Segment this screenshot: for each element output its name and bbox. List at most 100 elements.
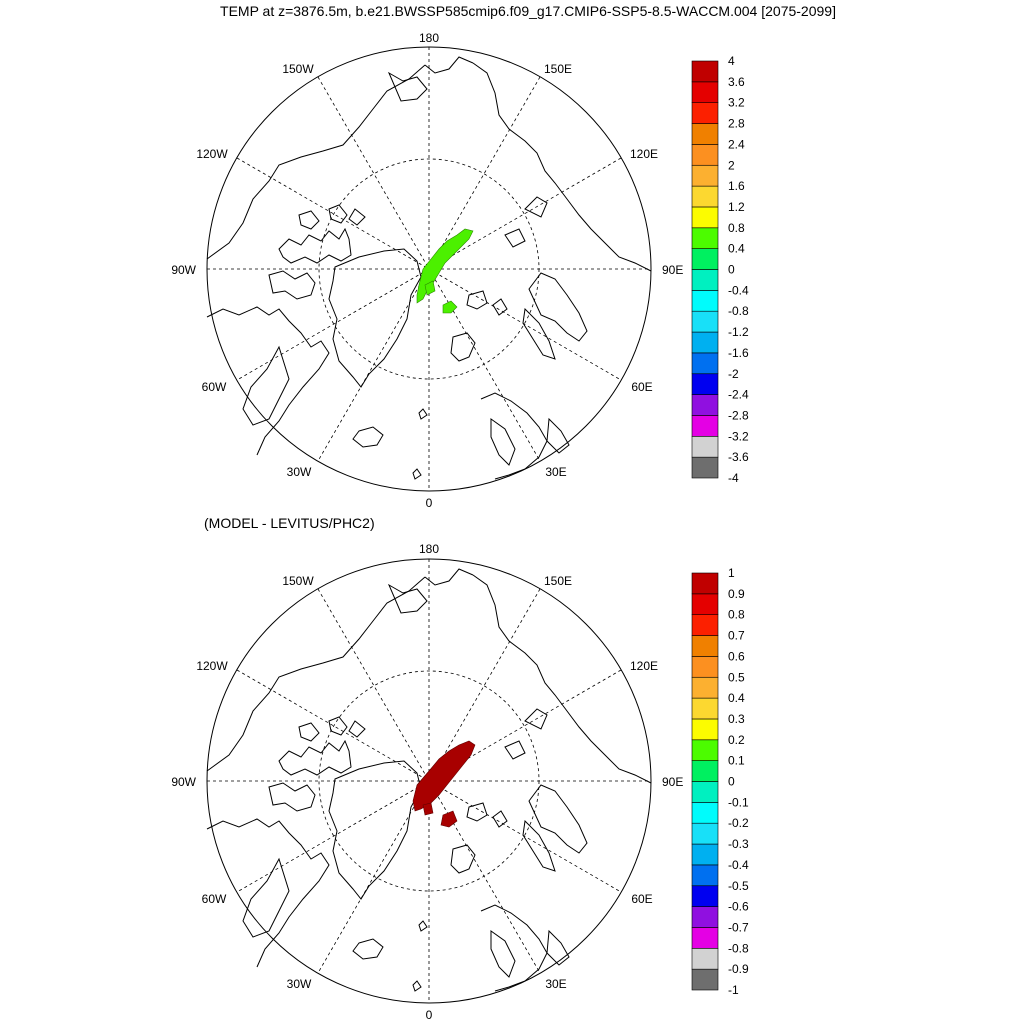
colorbar-top-swatch [691,206,719,229]
lon-label-60e-b: 60E [631,892,652,906]
colorbar-bottom-tick-label: 0.7 [728,629,745,643]
colorbar-bottom-tick-label: -0.8 [728,941,749,955]
colorbar-bottom-swatch [691,781,719,803]
colorbar-top-tick-label: 2.8 [728,117,745,131]
colorbar-bottom-tick-label: 0.1 [728,754,745,768]
colorbar-top-swatch [691,394,719,416]
colorbar-top-tick-label: 3.6 [728,75,745,89]
colorbar-bottom-tick-label: -0.9 [728,962,749,976]
colorbar-top-tick-label: -2.8 [728,408,749,422]
colorbar-top-tick-label: -1.6 [728,346,749,360]
colorbar-bottom-swatch [691,614,719,636]
colorbar-top-swatch [691,185,719,208]
lon-label-120e: 120E [630,147,658,161]
colorbar-bottom-tick-label: 0.8 [728,608,745,622]
colorbar-top-tick-label: 0 [728,263,735,277]
colorbar-top-swatch [691,290,719,312]
colorbar-top-swatch [691,144,719,166]
colorbar-top-tick-label: -0.8 [728,304,749,318]
colorbar-bottom-tick-label: -0.2 [728,816,749,830]
colorbar-bottom-swatch [691,572,719,595]
colorbar-bottom-swatch [691,822,719,845]
anomaly-region-top [416,228,474,304]
colorbar-bottom-tick-label: -0.3 [728,837,749,851]
colorbar-bottom-tick-label: -0.4 [728,858,749,872]
colorbar-top-swatch [691,456,719,479]
colorbar-top-tick-label: -3.6 [728,450,749,464]
colorbar-bottom-tick-label: 1 [728,566,735,580]
lon-label-120e-b: 120E [630,659,658,673]
anomaly-region-top-2 [442,300,458,314]
colorbar-top-swatch [691,81,719,103]
colorbar-bottom-swatch [691,947,719,970]
colorbar-top-tick-label: 1.2 [728,200,745,214]
colorbar-top-tick-label: -1.2 [728,325,749,339]
lon-label-30e-b: 30E [545,977,566,991]
anomaly-region-bottom-3 [422,802,434,816]
colorbar-bottom-tick-label: 0.4 [728,691,745,705]
colorbar-top-tick-label: -2.4 [728,388,749,402]
colorbar-bottom-swatch [691,656,719,678]
colorbar-top-swatch [691,331,719,354]
lon-label-60e: 60E [631,380,652,394]
colorbar-top-swatch [691,373,719,395]
colorbar-top-swatch [691,60,719,83]
colorbar-top-tick-label: 4 [728,54,735,68]
colorbar-top-swatch [691,435,719,458]
figure-title: TEMP at z=3876.5m, b.e21.BWSSP585cmip6.f… [220,3,836,19]
colorbar-bottom-swatch [691,927,719,949]
colorbar-bottom-swatch [691,864,719,887]
colorbar-bottom-swatch [691,968,719,991]
lon-label-0: 0 [426,496,433,510]
colorbar-top-tick-label: -2 [728,367,739,381]
colorbar-top-swatch [691,123,719,145]
colorbar-top-tick-label: 2.4 [728,137,745,151]
lon-label-30w-b: 30W [287,977,312,991]
lon-label-90e-b: 90E [662,775,683,789]
map-panel-top: 180 0 90W 90E 150W 120W 150E 120E 60W 30… [171,31,683,510]
colorbar-bottom-tick-label: 0.9 [728,587,745,601]
colorbar-bottom-swatch [691,676,719,699]
lon-label-150w: 150W [282,62,314,76]
colorbar-top-tick-label: 0.4 [728,242,745,256]
lon-label-150w-b: 150W [282,574,314,588]
colorbar-bottom-swatch [691,739,719,761]
colorbar-bottom-swatch [691,697,719,720]
colorbar-top-tick-label: 2 [728,158,735,172]
lon-label-150e: 150E [544,62,572,76]
lon-label-90e: 90E [662,263,683,277]
lon-label-150e-b: 150E [544,574,572,588]
lon-label-60w: 60W [202,380,227,394]
colorbar-top-swatch [691,352,719,375]
colorbar-bottom-tick-label: -0.6 [728,900,749,914]
lon-label-120w: 120W [196,147,228,161]
colorbar-top-tick-label: -0.4 [728,283,749,297]
colorbar-bottom-tick-label: -0.7 [728,920,749,934]
lon-label-0-b: 0 [426,1008,433,1022]
colorbar-bottom-swatch [691,718,719,741]
lon-label-30w: 30W [287,465,312,479]
anomaly-region-bottom-2 [440,810,458,828]
colorbar-top-swatch [691,269,719,291]
colorbar-bottom-swatch [691,906,719,928]
anomaly-region-top-3 [424,280,436,296]
colorbar-bottom-tick-label: 0.3 [728,712,745,726]
colorbar-top-tick-label: -3.2 [728,429,749,443]
colorbar-bottom-swatch [691,802,719,824]
colorbar-bottom-swatch [691,635,719,657]
colorbar-top: 4 3.6 3.2 2.8 2.4 2 1.6 1.2 0.8 0.4 0 -0.4 -0.8 -1.2 -… [691,54,749,485]
colorbar-bottom-tick-label: -0.1 [728,795,749,809]
colorbar-top-swatch [691,227,719,249]
colorbar-top-swatch [691,310,719,333]
colorbar-bottom-tick-label: 0.6 [728,649,745,663]
lon-label-30e: 30E [545,465,566,479]
colorbar-top-tick-label: 1.6 [728,179,745,193]
colorbar-top-swatch [691,164,719,187]
anomaly-region-bottom [412,740,476,812]
colorbar-top-tick-label: 3.2 [728,96,745,110]
colorbar-bottom-swatch [691,843,719,866]
lon-label-180: 180 [419,31,439,45]
colorbar-bottom-tick-label: 0 [728,775,735,789]
lon-label-90w: 90W [171,263,196,277]
